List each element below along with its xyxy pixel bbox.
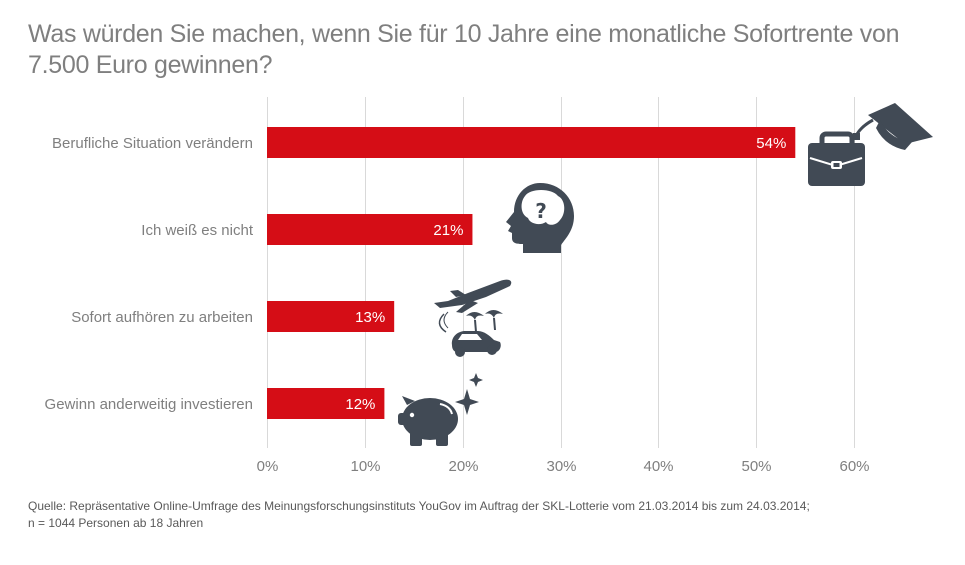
source-line-1: Quelle: Repräsentative Online-Umfrage de… [28, 499, 810, 513]
x-tick-label: 40% [643, 458, 673, 475]
bar [267, 127, 796, 158]
x-tick-label: 20% [448, 458, 478, 475]
chart-title: Was würden Sie machen, wenn Sie für 10 J… [28, 19, 948, 81]
airplane-icon [434, 279, 512, 313]
category-label: Gewinn anderweitig investieren [45, 396, 253, 413]
piggy-bank-icon [398, 396, 458, 446]
title-line-1: Was würden Sie machen, wenn Sie für 10 J… [28, 20, 900, 48]
x-tick-label: 0% [257, 458, 279, 475]
category-label: Berufliche Situation verändern [52, 135, 253, 152]
bar [267, 388, 385, 419]
x-tick-label: 30% [546, 458, 576, 475]
source-note: Quelle: Repräsentative Online-Umfrage de… [28, 498, 948, 532]
category-labels: Berufliche Situation verändern Ich weiß e… [45, 135, 254, 413]
category-label: Sofort aufhören zu arbeiten [71, 309, 253, 326]
x-tick-label: 60% [839, 458, 869, 475]
graduation-cap-icon [853, 103, 933, 150]
palm-trees-icon [466, 310, 503, 332]
car-icon [438, 311, 501, 357]
x-axis-tick-labels: 0% 10% 20% 30% 40% 50% 60% [257, 458, 870, 475]
value-label: 12% [345, 396, 375, 413]
sparkle-icon [455, 373, 483, 415]
source-line-2: n = 1044 Personen ab 18 Jahren [28, 516, 204, 530]
x-tick-label: 50% [741, 458, 771, 475]
category-label: Ich weiß es nicht [141, 222, 254, 239]
value-labels: 54% 21% 13% 12% [345, 135, 786, 413]
bar [267, 301, 395, 332]
briefcase-icon [808, 131, 865, 186]
head-question-mark-icon: ? [506, 183, 574, 253]
title-line-2: 7.500 Euro gewinnen? [28, 51, 273, 79]
value-label: 54% [756, 135, 786, 152]
value-label: 13% [355, 309, 385, 326]
value-label: 21% [433, 222, 463, 239]
svg-text:?: ? [535, 199, 547, 223]
bar [267, 214, 473, 245]
x-tick-label: 10% [350, 458, 380, 475]
bars [267, 127, 796, 419]
